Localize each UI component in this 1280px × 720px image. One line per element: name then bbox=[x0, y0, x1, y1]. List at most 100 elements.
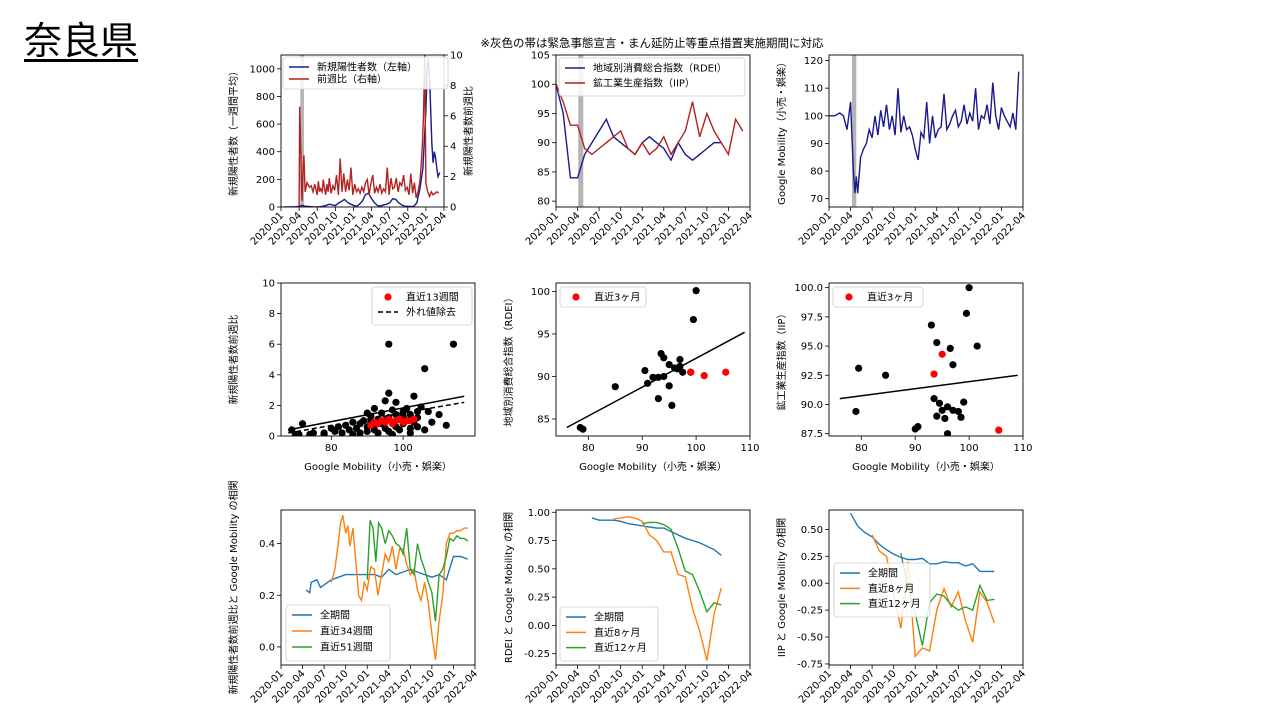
y-tick-label: 87.5 bbox=[801, 429, 823, 440]
scatter-point bbox=[449, 340, 458, 348]
legend-swatch bbox=[845, 293, 853, 301]
y-tick-label: 90 bbox=[537, 372, 550, 383]
scatter-point-recent bbox=[687, 368, 695, 376]
scatter-point bbox=[385, 340, 393, 348]
y-tick-label: 0.75 bbox=[528, 536, 550, 547]
y-tick-label: 90 bbox=[810, 139, 823, 150]
scatter-point bbox=[660, 354, 668, 362]
series-line bbox=[829, 71, 1020, 194]
slide-title: 奈良県 bbox=[24, 19, 139, 63]
y-tick-label: 100.0 bbox=[794, 283, 823, 294]
axes-frame bbox=[555, 54, 751, 208]
x-axis-label: Google Mobility（小売・娯楽） bbox=[304, 460, 452, 473]
scatter-point bbox=[692, 287, 700, 295]
plot-area bbox=[591, 516, 722, 661]
series-line bbox=[330, 515, 468, 660]
plot-area bbox=[839, 284, 1018, 436]
series-line bbox=[613, 516, 722, 661]
scatter-point bbox=[943, 430, 952, 436]
scatter-point-recent bbox=[995, 426, 1003, 434]
y-tick-label: 1000 bbox=[250, 64, 275, 75]
axes-frame bbox=[280, 509, 476, 666]
legend-box bbox=[832, 286, 924, 308]
x-tick-label: 90 bbox=[636, 443, 649, 454]
scatter-point bbox=[962, 309, 971, 317]
x-tick-label: 90 bbox=[909, 443, 922, 454]
y-tick-label: 100 bbox=[531, 287, 550, 298]
legend-label: 直近51週間 bbox=[320, 641, 373, 654]
legend-box bbox=[559, 286, 647, 308]
axes-frame bbox=[555, 509, 751, 666]
y-tick-label: 200 bbox=[256, 175, 275, 186]
legend-swatch bbox=[572, 293, 580, 301]
scatter-point bbox=[295, 430, 303, 436]
plot-p6: 87.5 90.0 92.5 95.0 97.5 100.0 80 90 100 110 鉱工業生産… bbox=[775, 282, 1033, 473]
scatter-point bbox=[949, 406, 957, 414]
scatter-point bbox=[579, 425, 587, 433]
scatter-point bbox=[374, 429, 382, 436]
y2-tick-label: 8 bbox=[450, 81, 456, 92]
legend-label: 直近12ヶ月 bbox=[868, 597, 921, 610]
y-tick-label: 0.50 bbox=[801, 525, 823, 536]
legend-label: 新規陽性者数（左軸） bbox=[317, 61, 417, 74]
y2-tick-label: 2 bbox=[450, 172, 456, 183]
scatter-point bbox=[649, 373, 657, 381]
scatter-point bbox=[946, 344, 954, 353]
scatter-point bbox=[338, 429, 346, 436]
y2-tick-label: 10 bbox=[450, 51, 463, 62]
y-tick-label: 0.25 bbox=[801, 552, 823, 563]
scatter-point bbox=[413, 423, 422, 431]
scatter-point bbox=[395, 426, 404, 434]
scatter-point bbox=[668, 401, 676, 409]
scatter-point-recent bbox=[410, 415, 418, 423]
x-axis-label: Google Mobility（小売・娯楽） bbox=[579, 460, 727, 473]
legend-label: 鉱工業生産指数（IIP） bbox=[593, 77, 695, 90]
plot-p7: 0.00.20.42020-012020-042020-072020-10202… bbox=[227, 480, 480, 705]
scatter-point bbox=[410, 392, 418, 400]
axes-frame bbox=[828, 54, 1024, 208]
scatter-point bbox=[309, 429, 317, 436]
scatter-point-recent bbox=[930, 370, 938, 378]
shaded-band bbox=[851, 55, 857, 207]
plot-area bbox=[288, 340, 465, 436]
scatter-point bbox=[428, 418, 436, 426]
scatter-point bbox=[965, 284, 973, 292]
plot-p9: -0.75-0.50-0.250.000.250.502020-012020-0… bbox=[775, 509, 1028, 706]
scatter-point bbox=[679, 368, 687, 376]
legend-label: 直近12ヶ月 bbox=[594, 641, 647, 654]
axes-frame bbox=[828, 282, 1024, 437]
plot-area bbox=[566, 287, 745, 433]
scatter-point bbox=[385, 389, 393, 397]
plot-p8: -0.250.000.250.500.751.002020-012020-042… bbox=[502, 508, 755, 706]
scatter-point bbox=[914, 423, 922, 431]
y-axis-label: RDEI と Google Mobility の相関 bbox=[502, 512, 515, 663]
x-tick-label: 110 bbox=[1013, 443, 1032, 454]
plot-p3: 7080901001101202020-012020-042020-072020… bbox=[775, 54, 1028, 248]
axes-frame bbox=[555, 282, 751, 437]
plot-area bbox=[829, 55, 1020, 207]
scatter-point bbox=[957, 413, 965, 421]
scatter-point bbox=[855, 364, 863, 372]
scatter-point-recent bbox=[700, 372, 708, 380]
legend: 地域別消費総合指数（RDEI） 鉱工業生産指数（IIP） bbox=[558, 57, 746, 97]
y-tick-label: 110 bbox=[804, 84, 823, 95]
scatter-point bbox=[611, 383, 619, 391]
y-tick-label: 0 bbox=[269, 203, 275, 214]
y-tick-label: 97.5 bbox=[801, 312, 823, 323]
scatter-point bbox=[973, 342, 981, 350]
legend: 直近3ヶ月 bbox=[559, 286, 647, 308]
y-axis-label: 地域別消費総合指数（RDEI） bbox=[502, 293, 515, 427]
scatter-point bbox=[933, 338, 941, 347]
scatter-point bbox=[927, 321, 935, 329]
scatter-point bbox=[960, 398, 968, 406]
y-tick-label: 70 bbox=[810, 194, 823, 205]
y-tick-label: 600 bbox=[256, 120, 275, 131]
y-tick-label: 0 bbox=[269, 432, 275, 443]
x-tick-label: 100 bbox=[687, 443, 706, 454]
y-tick-label: 80 bbox=[810, 167, 823, 178]
y-tick-label: 0.00 bbox=[528, 621, 550, 632]
y-tick-label: 105 bbox=[531, 51, 550, 62]
